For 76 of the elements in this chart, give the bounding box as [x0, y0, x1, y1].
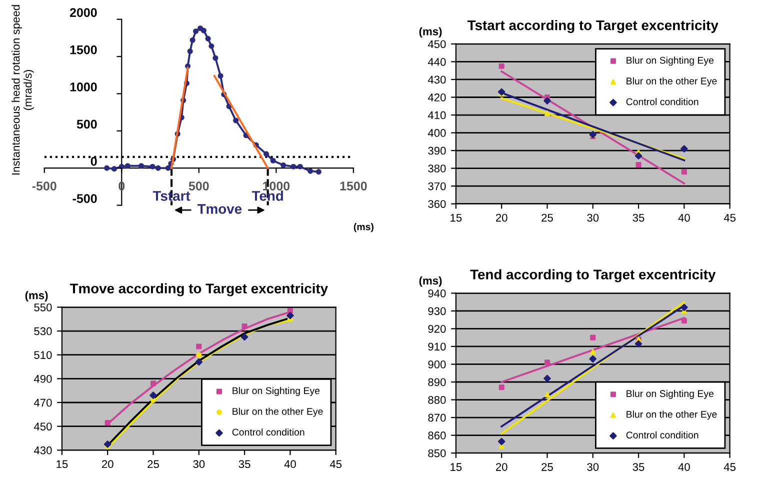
- annotation: Tmove: [197, 204, 242, 214]
- y-tick-label: 860: [428, 432, 446, 440]
- y-axis-title: Instantaneous head rotation speed (mrad/s): [12, 5, 34, 175]
- y-tick-label: 420: [428, 94, 446, 102]
- y-tick-label: 440: [428, 58, 446, 66]
- x-tick-label: 35: [632, 214, 644, 222]
- y-tick-label: 920: [428, 324, 446, 333]
- x-tick-label: 40: [284, 460, 296, 468]
- legend-label: Control condition: [626, 431, 698, 438]
- y-tick-label: 410: [428, 111, 446, 120]
- y-tick-label: 890: [428, 378, 446, 386]
- x-tick-label: 25: [542, 463, 553, 471]
- y-axis-title: (ms): [419, 27, 442, 38]
- y-tick-label: 450: [428, 40, 446, 48]
- x-tick-label: 15: [450, 463, 462, 471]
- y-tick-label: 870: [428, 414, 446, 422]
- x-tick-label: 40: [678, 463, 690, 471]
- y-tick-label: 490: [34, 374, 52, 383]
- x-tick-label: 1000: [263, 182, 290, 190]
- x-tick-label: 15: [450, 214, 462, 222]
- x-tick-label: 30: [193, 460, 205, 468]
- legend-label: Control condition: [232, 428, 304, 436]
- y-tick-label: 430: [34, 446, 52, 454]
- chart-title: Tend according to Target excentricity: [470, 269, 716, 282]
- y-tick-label: 370: [428, 182, 446, 190]
- y-tick-label: 850: [428, 449, 446, 458]
- chart-title: Tstart according to Target excentricity: [467, 20, 718, 34]
- y-tick-label: 900: [428, 360, 446, 368]
- y-tick-label: 2000: [70, 8, 97, 18]
- x-tick-label: 30: [587, 463, 599, 471]
- x-tick-label: 1500: [340, 182, 367, 190]
- x-tick-label: 35: [632, 463, 644, 471]
- y-tick-label: 880: [428, 396, 446, 404]
- x-tick-label: 35: [238, 460, 250, 468]
- legend-label: Blur on Sighting Eye: [626, 56, 714, 66]
- x-tick-label: 45: [724, 463, 736, 471]
- x-tick-label: 500: [188, 182, 209, 190]
- legend-label: Blur on Sighting Eye: [626, 390, 714, 399]
- y-axis-title: (ms): [25, 291, 48, 302]
- x-tick-label: 25: [148, 460, 159, 468]
- y-tick-label: 390: [428, 146, 446, 155]
- x-axis-title: (ms): [354, 223, 374, 232]
- y-tick-label: 510: [34, 351, 52, 359]
- x-tick-label: 15: [56, 460, 68, 468]
- y-tick-label: 930: [428, 307, 446, 316]
- legend-label: Blur on the other Eye: [232, 408, 323, 417]
- x-tick-label: 40: [678, 214, 690, 222]
- y-tick-label: 430: [428, 76, 446, 84]
- legend-label: Blur on Sighting Eye: [232, 386, 320, 396]
- y-tick-label: 530: [34, 327, 52, 336]
- ref-line-label: Tstart: [152, 191, 190, 201]
- y-tick-label: 360: [428, 200, 446, 208]
- y-tick-label: -500: [72, 194, 97, 203]
- legend-label: Blur on the other Eye: [626, 410, 717, 420]
- legend-label: Control condition: [626, 98, 698, 106]
- chart-title: Tmove according to Target excentricity: [70, 283, 328, 296]
- y-tick-label: 400: [428, 129, 446, 137]
- y-tick-label: 550: [34, 303, 52, 312]
- x-tick-label: 45: [330, 460, 342, 468]
- y-tick-label: 0: [90, 156, 97, 166]
- legend-label: Blur on the other Eye: [626, 77, 717, 86]
- y-axis-title: (ms): [419, 276, 442, 287]
- y-tick-label: 940: [428, 289, 446, 298]
- x-tick-label: 20: [102, 460, 114, 468]
- x-tick-label: 25: [542, 214, 553, 222]
- y-tick-label: 470: [34, 398, 52, 407]
- y-tick-label: 1000: [70, 82, 97, 92]
- x-tick-label: 20: [496, 463, 508, 471]
- x-tick-label: 30: [587, 214, 599, 222]
- y-tick-label: 380: [428, 164, 446, 172]
- x-tick-label: 20: [496, 214, 508, 222]
- y-tick-label: 1500: [70, 45, 97, 54]
- y-tick-label: 910: [428, 342, 446, 351]
- x-tick-label: 45: [724, 214, 736, 222]
- y-tick-label: 450: [34, 422, 52, 430]
- y-tick-label: 500: [76, 120, 97, 129]
